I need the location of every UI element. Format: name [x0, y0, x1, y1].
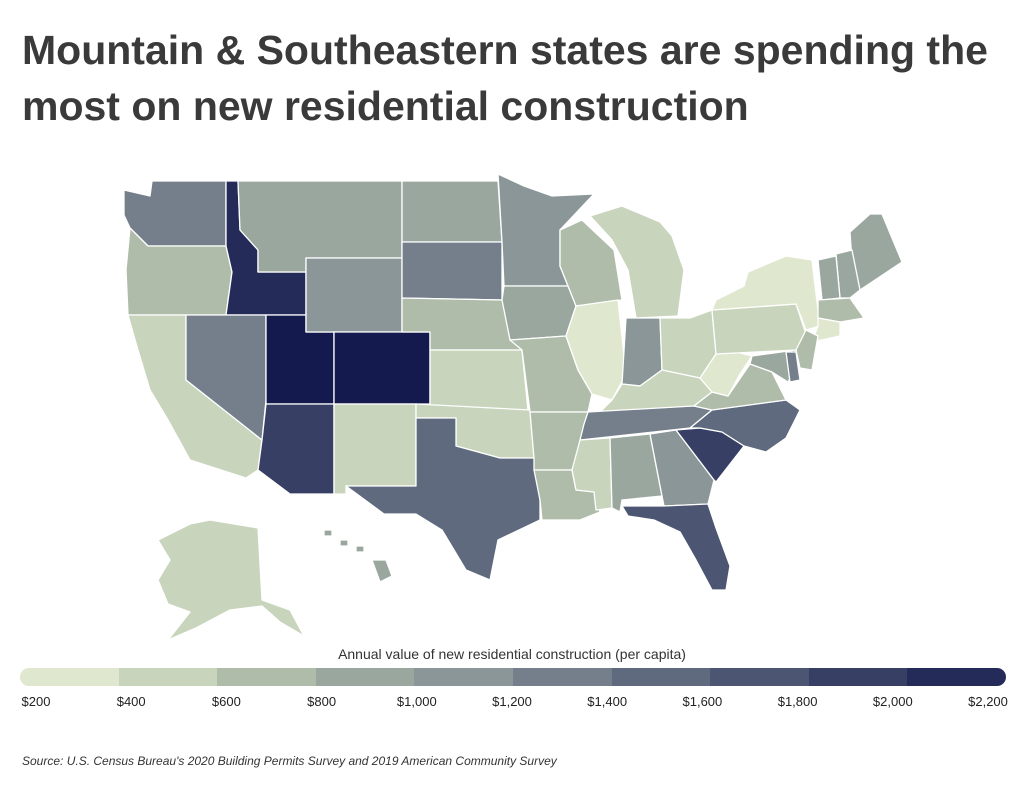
- legend-tick-label: $1,400: [587, 694, 628, 709]
- legend-segment: [118, 668, 218, 686]
- legend-segment: [611, 668, 711, 686]
- legend-segment: [710, 668, 809, 686]
- state-ak: [157, 519, 305, 641]
- state-fl: [621, 503, 731, 591]
- state-wa: [123, 180, 227, 247]
- state-il: [565, 299, 627, 401]
- legend-tick-label: $400: [116, 694, 146, 709]
- state-ia: [501, 285, 577, 341]
- legend-tick-label: $2,200: [968, 694, 1008, 709]
- legend-segment: [512, 668, 612, 686]
- legend-segment: [808, 668, 908, 686]
- state-tx: [345, 417, 541, 581]
- state-nd: [401, 180, 503, 243]
- legend-tick-label: $1,200: [492, 694, 532, 709]
- legend-tick-label: $800: [307, 694, 337, 709]
- state-ks: [429, 349, 529, 411]
- state-hi: [323, 529, 393, 583]
- legend-tick-label: $1,600: [682, 694, 723, 709]
- state-ma: [817, 297, 865, 323]
- legend-segment: [414, 668, 513, 686]
- state-nm: [333, 403, 417, 495]
- legend-tick-label: $2,000: [872, 694, 913, 709]
- source-note: Source: U.S. Census Bureau's 2020 Buildi…: [22, 754, 557, 768]
- legend-title: Annual value of new residential construc…: [338, 646, 686, 662]
- state-ct: [811, 317, 841, 343]
- page-title: Mountain & Southeastern states are spend…: [22, 27, 988, 129]
- legend-color-scale: [20, 668, 1006, 686]
- state-vt: [817, 255, 841, 301]
- legend-tick-label: $200: [21, 694, 51, 709]
- state-az: [257, 403, 335, 495]
- legend-segment: [907, 668, 1006, 686]
- legend-tick-labels: $200 $400 $600 $800 $1,000 $1,200 $1,400 $1,600…: [0, 694, 1024, 712]
- legend-tick-label: $1,800: [777, 694, 818, 709]
- state-mi: [589, 205, 685, 319]
- state-nj: [795, 329, 819, 371]
- choropleth-map: [0, 170, 1024, 650]
- legend-segment: [315, 668, 415, 686]
- legend-tick-label: $600: [211, 694, 241, 709]
- state-sd: [401, 241, 503, 301]
- state-md: [749, 349, 797, 383]
- state-wy: [305, 257, 403, 333]
- us-map-svg: [123, 173, 903, 641]
- state-co: [333, 331, 431, 405]
- legend-segment: [20, 668, 119, 686]
- legend-tick-label: $1,000: [396, 694, 437, 709]
- state-pa: [711, 303, 807, 355]
- legend-segment: [217, 668, 316, 686]
- state-de: [785, 351, 801, 383]
